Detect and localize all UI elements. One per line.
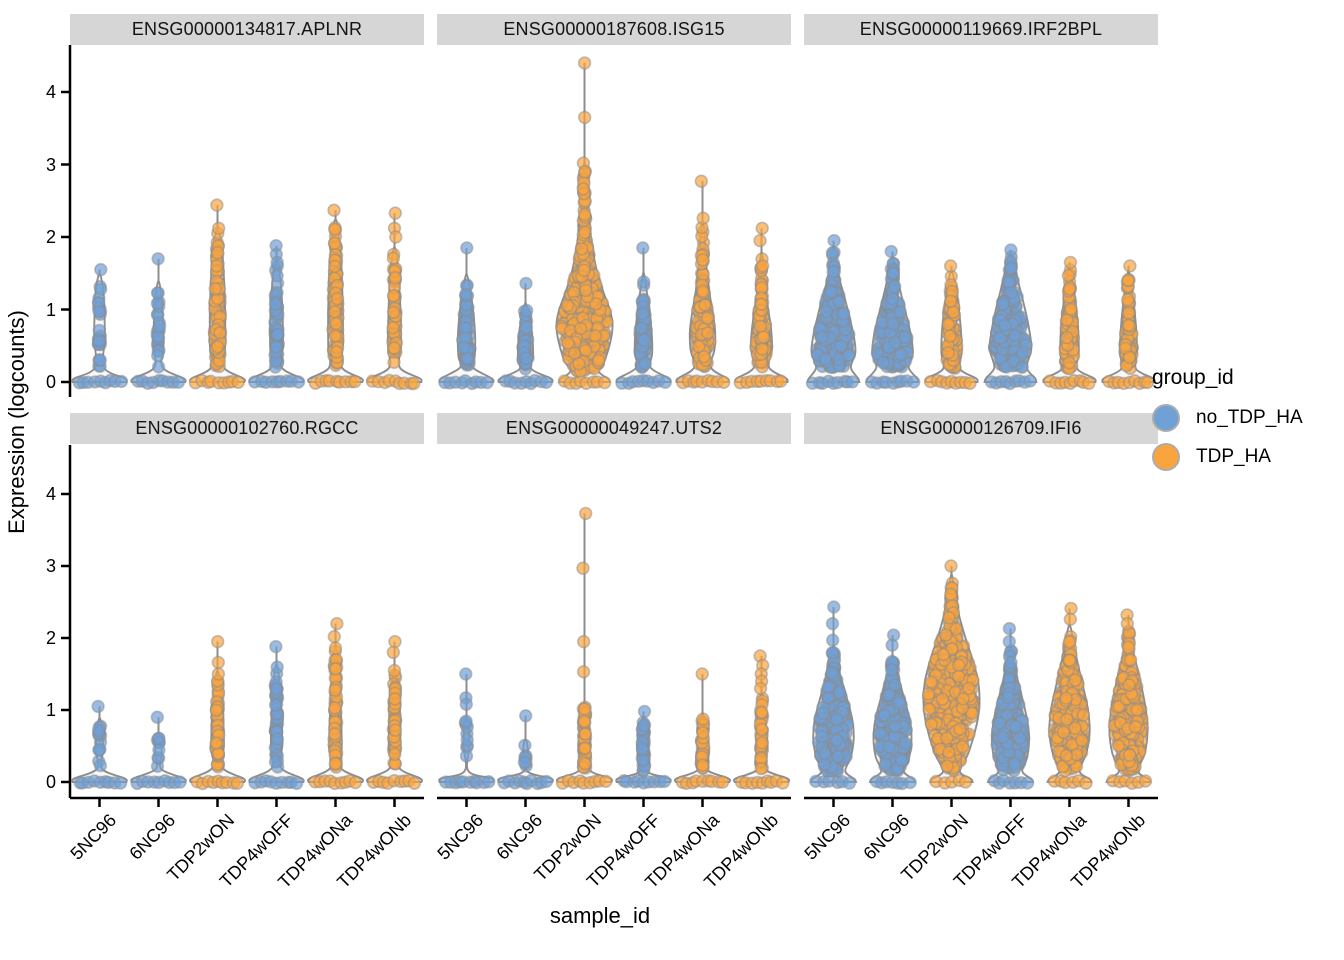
- facet-strip-label: ENSG00000126709.IFI6: [880, 418, 1082, 438]
- y-tick-label: 1: [45, 299, 56, 320]
- violin-ENSG00000126709.IFI6-6NC96: [868, 628, 917, 791]
- y-tick-label: 4: [45, 484, 56, 504]
- violin-ENSG00000134817.APLNR-5NC96: [71, 262, 129, 390]
- facet-panel-ENSG00000119669.IRF2BPL: [805, 233, 1156, 391]
- y-tick-label: 3: [45, 154, 56, 175]
- y-tick-label: 2: [45, 628, 56, 648]
- facet-strip-label: ENSG00000119669.IRF2BPL: [859, 19, 1103, 39]
- legend-item: TDP_HA: [1152, 443, 1303, 471]
- facet-strip: ENSG00000102760.RGCC: [70, 413, 424, 444]
- violin-ENSG00000119669.IRF2BPL-5NC96: [805, 233, 861, 390]
- violin-ENSG00000134817.APLNR-TDP4wONb: [365, 206, 423, 391]
- violin-ENSG00000126709.IFI6-TDP4wONa: [1046, 601, 1093, 790]
- facet-panel-ENSG00000102760.RGCC: [71, 616, 424, 791]
- violin-ENSG00000102760.RGCC-TDP2wON: [188, 634, 247, 791]
- legend-item-label: TDP_HA: [1196, 446, 1271, 467]
- violin-ENSG00000187608.ISG15-6NC96: [497, 276, 554, 391]
- violin-ENSG00000126709.IFI6-TDP2wON: [921, 559, 981, 790]
- violin-ENSG00000134817.APLNR-TDP2wON: [188, 198, 246, 390]
- facet-panel-ENSG00000134817.APLNR: [71, 198, 423, 391]
- facet-strip: ENSG00000187608.ISG15: [437, 14, 791, 45]
- facet-strip-label: ENSG00000102760.RGCC: [135, 418, 359, 438]
- violin-ENSG00000102760.RGCC-TDP4wONa: [306, 616, 365, 791]
- violin-ENSG00000126709.IFI6-TDP4wONb: [1105, 608, 1153, 790]
- legend-item: no_TDP_HA: [1152, 404, 1303, 432]
- violin-ENSG00000126709.IFI6-5NC96: [809, 600, 858, 790]
- violin-ENSG00000187608.ISG15-TDP4wONa: [675, 174, 731, 390]
- violin-ENSG00000102760.RGCC-TDP4wOFF: [248, 639, 305, 791]
- violin-ENSG00000049247.UTS2-TDP4wONb: [732, 649, 791, 790]
- legend-title: group_id: [1152, 366, 1234, 389]
- violin-ENSG00000187608.ISG15-TDP2wON: [555, 56, 614, 390]
- legend-swatch-icon: [1152, 443, 1180, 471]
- facet-panel-ENSG00000187608.ISG15: [438, 56, 789, 391]
- legend: group_id no_TDP_HA TDP_HA: [1152, 366, 1303, 482]
- violin-ENSG00000126709.IFI6-TDP4wOFF: [986, 621, 1035, 790]
- violin-ENSG00000134817.APLNR-TDP4wOFF: [248, 239, 306, 389]
- violin-ENSG00000119669.IRF2BPL-TDP2wON: [923, 259, 979, 390]
- y-tick-label: 0: [45, 772, 56, 792]
- facet-strip: ENSG00000134817.APLNR: [70, 14, 424, 45]
- facet-strip-label: ENSG00000049247.UTS2: [505, 418, 723, 438]
- violin-ENSG00000187608.ISG15-TDP4wOFF: [615, 241, 672, 390]
- violin-ENSG00000134817.APLNR-6NC96: [130, 252, 187, 390]
- facet-strip-label: ENSG00000134817.APLNR: [131, 19, 363, 39]
- facet-strip: ENSG00000119669.IRF2BPL: [804, 14, 1158, 45]
- violin-ENSG00000049247.UTS2-TDP2wON: [555, 506, 614, 790]
- legend-swatch-icon: [1152, 404, 1180, 432]
- violin-ENSG00000119669.IRF2BPL-TDP4wONb: [1101, 259, 1156, 391]
- violin-ENSG00000102760.RGCC-5NC96: [71, 699, 128, 790]
- violin-ENSG00000049247.UTS2-TDP4wOFF: [615, 704, 672, 790]
- legend-item-label: no_TDP_HA: [1196, 407, 1303, 428]
- y-axis-title: Expression (logcounts): [4, 310, 29, 534]
- facet-panel-ENSG00000126709.IFI6: [809, 559, 1153, 791]
- x-axis-title: sample_id: [549, 903, 651, 928]
- y-tick-label: 3: [45, 556, 56, 576]
- facet-strip: ENSG00000126709.IFI6: [804, 413, 1158, 444]
- violin-ENSG00000119669.IRF2BPL-6NC96: [864, 244, 921, 390]
- violin-ENSG00000134817.APLNR-TDP4wONa: [307, 203, 364, 390]
- violin-ENSG00000049247.UTS2-TDP4wONa: [673, 667, 732, 790]
- facet-strip-label: ENSG00000187608.ISG15: [503, 19, 725, 39]
- violin-ENSG00000187608.ISG15-5NC96: [438, 241, 495, 391]
- violin-ENSG00000102760.RGCC-6NC96: [130, 710, 187, 791]
- y-tick-label: 4: [45, 82, 56, 102]
- violin-ENSG00000049247.UTS2-6NC96: [497, 709, 554, 791]
- y-tick-label: 0: [45, 372, 56, 392]
- y-tick-label: 1: [45, 700, 56, 720]
- violin-ENSG00000102760.RGCC-TDP4wONb: [365, 634, 424, 790]
- facet-panel-ENSG00000049247.UTS2: [438, 506, 791, 791]
- violin-ENSG00000049247.UTS2-5NC96: [438, 667, 496, 790]
- violin-ENSG00000187608.ISG15-TDP4wONb: [733, 221, 789, 390]
- facet-strip: ENSG00000049247.UTS2: [437, 413, 791, 444]
- violin-ENSG00000119669.IRF2BPL-TDP4wOFF: [983, 243, 1038, 391]
- y-tick-label: 2: [45, 227, 56, 247]
- violin-ENSG00000119669.IRF2BPL-TDP4wONa: [1042, 255, 1097, 391]
